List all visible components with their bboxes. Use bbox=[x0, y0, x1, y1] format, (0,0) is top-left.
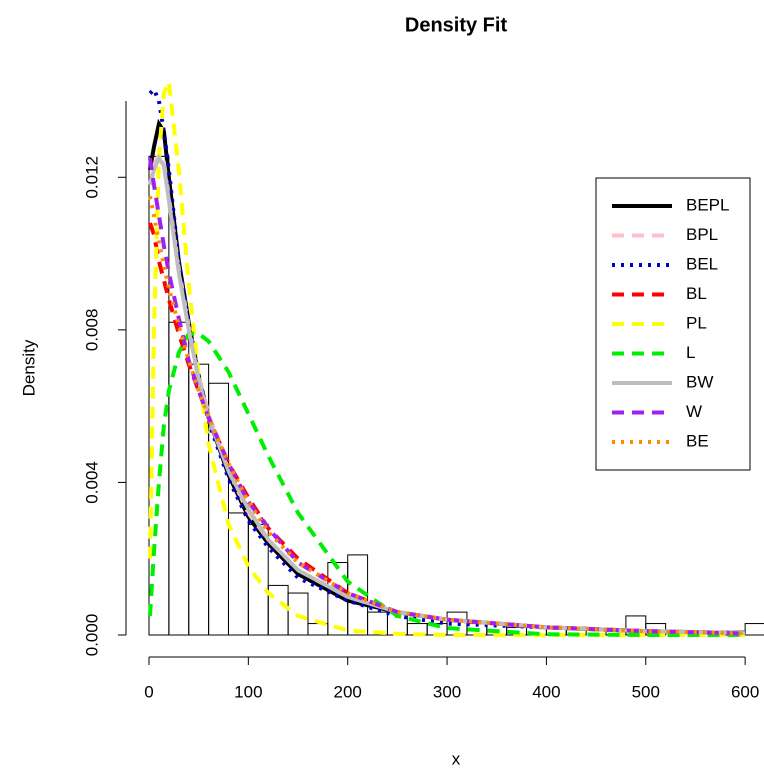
legend-label: BEL bbox=[686, 254, 718, 273]
chart-title: Density Fit bbox=[405, 14, 508, 36]
density-curve bbox=[148, 157, 746, 636]
x-tick-label: 500 bbox=[632, 682, 660, 701]
y-tick-label: 0.000 bbox=[82, 614, 101, 657]
x-tick-label: 0 bbox=[144, 682, 153, 701]
legend-label: BW bbox=[686, 372, 713, 391]
y-tick-label: 0.008 bbox=[82, 309, 101, 352]
x-tick-label: 300 bbox=[433, 682, 461, 701]
histogram-bar bbox=[208, 382, 229, 636]
density-curve bbox=[147, 331, 746, 637]
x-tick-label: 600 bbox=[731, 682, 759, 701]
y-tick-label: 0.004 bbox=[82, 461, 101, 504]
curves bbox=[147, 74, 746, 637]
x-tick-label: 100 bbox=[234, 682, 262, 701]
histogram-bar bbox=[168, 321, 190, 636]
legend-label: BPL bbox=[686, 225, 718, 244]
legend-label: W bbox=[686, 402, 702, 421]
legend-label: PL bbox=[686, 313, 707, 332]
legend-label: L bbox=[686, 343, 695, 362]
x-tick-label: 400 bbox=[532, 682, 560, 701]
legend-label: BL bbox=[686, 284, 707, 303]
density-curve bbox=[147, 74, 746, 637]
density-curve bbox=[148, 150, 746, 636]
density-curve bbox=[148, 195, 746, 636]
histogram-bar bbox=[744, 623, 764, 636]
y-tick-label: 0.012 bbox=[82, 156, 101, 199]
legend-label: BE bbox=[686, 431, 709, 450]
y-axis-label: Density bbox=[19, 339, 38, 396]
x-axis-label: x bbox=[452, 749, 461, 768]
legend-label: BEPL bbox=[686, 195, 729, 214]
x-tick-label: 200 bbox=[334, 682, 362, 701]
density-curve bbox=[148, 154, 746, 636]
histogram-bar bbox=[227, 512, 249, 636]
histogram-bar bbox=[287, 592, 309, 636]
